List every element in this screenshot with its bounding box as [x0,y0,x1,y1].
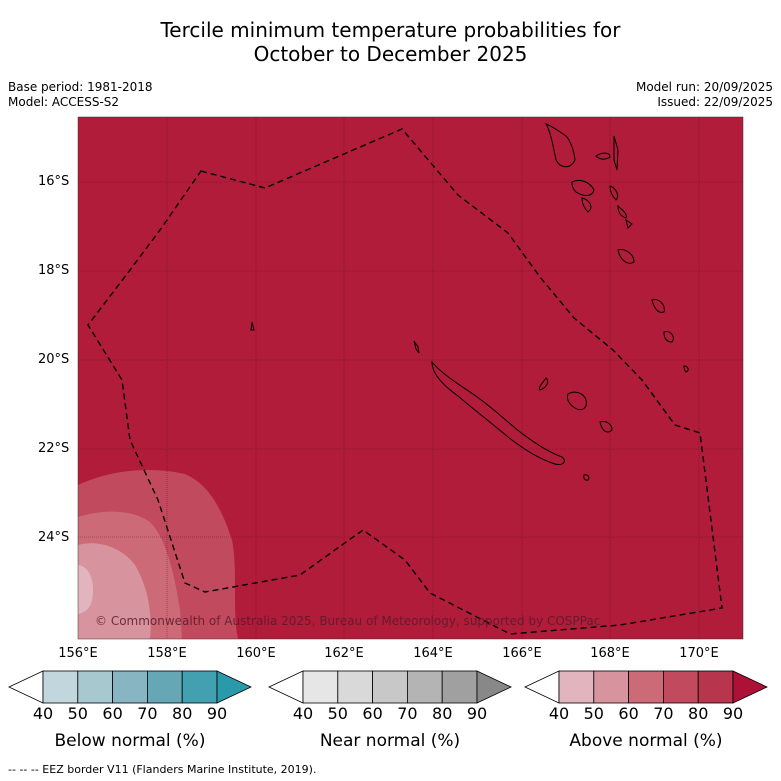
colorbar-bin [112,670,148,704]
chart-title: Tercile minimum temperature probabilitie… [0,18,781,66]
colorbar-bin [42,670,79,704]
isle-of-pines [583,474,590,481]
copyright-notice: © Commonwealth of Australia 2025, Bureau… [95,614,601,628]
eez-footnote: -- -- -- EEZ border V11 (Flanders Marine… [8,763,317,776]
title-line-2: October to December 2025 [253,42,528,66]
new-caledonia-coast [431,360,565,465]
colorbar-bin [441,670,478,704]
colorbar-tick-label: 60 [362,704,383,723]
model-run: Model run: 20/09/2025 [635,80,773,94]
colorbar-tick-label: 70 [653,704,674,723]
colorbar-bin [558,670,595,704]
colorbar [8,670,252,704]
longitude-label: 166°E [502,646,542,661]
meta-right: Model run: 20/09/2025 Issued: 22/09/2025 [636,80,773,110]
colorbar-extend-high [216,670,252,704]
meta-left: Base period: 1981-2018 Model: ACCESS-S2 [8,80,153,110]
ouvea-island [539,377,549,391]
colorbar-extend-low [268,670,304,704]
map-frame [77,116,744,640]
colorbar-bin [372,670,408,704]
latitude-label: 18°S [38,263,70,278]
probability-field-above-50 [78,565,93,614]
latitude-label: 16°S [38,174,70,189]
colorbar-bin [181,670,218,704]
colorbar-tick-label: 50 [583,704,604,723]
vanuatu-coast [544,123,689,373]
eez-border [87,128,723,635]
colorbar-bin [406,670,443,704]
issued-date: Issued: 22/09/2025 [657,95,773,109]
longitude-label: 164°E [413,646,453,661]
base-period: Base period: 1981-2018 [8,80,153,94]
colorbar-extend-high [732,670,768,704]
longitude-label: 160°E [236,646,276,661]
colorbar-tick-label: 60 [618,704,639,723]
colorbar-title: Below normal (%) [54,731,206,751]
lifou-island [567,391,587,411]
model-name: Model: ACCESS-S2 [8,95,120,109]
colorbar-bin [628,670,664,704]
gridlines [78,117,743,639]
colorbar-tick-label: 70 [397,704,418,723]
title-line-1: Tercile minimum temperature probabilitie… [160,18,621,42]
longitude-label: 162°E [324,646,364,661]
colorbar-bin [593,670,630,704]
longitude-label: 170°E [679,646,719,661]
colorbar-bin [77,670,114,704]
longitude-label: 168°E [590,646,630,661]
colorbar-tick-label: 40 [548,704,570,723]
colorbar-tick-label: 60 [102,704,123,723]
colorbar-tick-label: 50 [67,704,88,723]
probability-field-above-60 [78,543,151,639]
longitude-label: 156°E [58,646,98,661]
colorbar-tick-label: 40 [32,704,54,723]
colorbar-bin [146,670,183,704]
colorbar-title: Near normal (%) [319,731,461,751]
colorbar-tick-label: 80 [688,704,709,723]
latitude-label: 20°S [38,352,70,367]
colorbar-tick-label: 90 [206,704,228,723]
belep-island [413,340,420,354]
latitude-label: 22°S [38,441,70,456]
colorbar [524,670,768,704]
colorbar-tick-label: 90 [466,704,488,723]
mare-island [599,421,613,433]
colorbar-tick-label: 50 [327,704,348,723]
colorbar-extend-low [8,670,44,704]
colorbar-tick-label: 80 [172,704,193,723]
colorbar-bin [697,670,734,704]
colorbar-bin [662,670,699,704]
colorbar-extend-low [524,670,560,704]
colorbar-title: Above normal (%) [569,731,723,751]
colorbar [268,670,512,704]
colorbar-bin [302,670,339,704]
longitude-label: 158°E [147,646,187,661]
colorbar-bin [337,670,374,704]
colorbar-tick-label: 40 [292,704,314,723]
colorbar-extend-high [476,670,512,704]
colorbar-tick-label: 90 [722,704,744,723]
colorbar-tick-label: 80 [432,704,453,723]
latitude-label: 24°S [38,530,70,545]
chesterfield-islets [250,321,255,331]
colorbar-tick-label: 70 [137,704,158,723]
